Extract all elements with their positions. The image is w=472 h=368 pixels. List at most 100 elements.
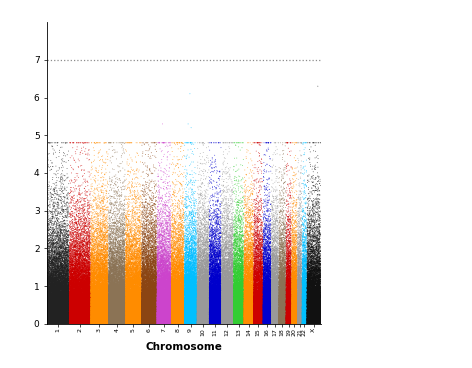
Point <box>101 264 108 270</box>
Point <box>121 277 129 283</box>
Point <box>206 290 213 296</box>
Point <box>116 251 123 257</box>
Point <box>224 318 232 324</box>
Point <box>284 313 291 319</box>
Point <box>64 316 72 322</box>
Point <box>107 290 115 296</box>
Point <box>54 314 61 319</box>
Point <box>83 309 91 315</box>
Point <box>180 301 187 307</box>
Point <box>58 258 66 263</box>
Point <box>103 307 110 313</box>
Point <box>126 312 134 318</box>
Point <box>262 315 270 321</box>
Point <box>85 315 93 321</box>
Point <box>289 304 297 309</box>
Point <box>79 311 87 317</box>
Point <box>249 316 256 322</box>
Point <box>298 304 305 310</box>
Point <box>55 290 63 296</box>
Point <box>165 270 172 276</box>
Point <box>215 309 222 315</box>
Point <box>271 314 279 319</box>
Point <box>129 309 137 315</box>
Point <box>157 282 164 287</box>
Point <box>201 281 209 287</box>
Point <box>223 267 230 273</box>
Point <box>249 263 256 269</box>
Point <box>287 302 295 308</box>
Point <box>192 283 200 289</box>
Point <box>151 319 159 325</box>
Point <box>44 309 52 315</box>
Point <box>315 302 322 308</box>
Point <box>213 314 221 319</box>
Point <box>274 316 282 322</box>
Point <box>294 305 302 311</box>
Point <box>292 290 299 296</box>
Point <box>136 311 144 317</box>
Point <box>159 316 167 322</box>
Point <box>302 291 309 297</box>
Point <box>259 300 266 306</box>
Point <box>102 287 110 293</box>
Point <box>271 313 278 319</box>
Point <box>201 305 209 311</box>
Point <box>254 314 261 319</box>
Point <box>263 320 271 326</box>
Point <box>103 312 110 318</box>
Point <box>123 296 130 302</box>
Point <box>185 318 192 324</box>
Point <box>232 278 239 284</box>
Point <box>253 318 261 324</box>
Point <box>84 267 92 273</box>
Point <box>257 308 265 314</box>
Point <box>162 296 169 302</box>
Point <box>266 302 273 308</box>
Point <box>135 181 143 187</box>
Point <box>305 311 312 316</box>
Point <box>152 317 160 323</box>
Point <box>176 242 183 248</box>
Point <box>216 307 223 313</box>
Point <box>271 316 278 322</box>
Point <box>117 250 124 256</box>
Point <box>119 292 126 298</box>
Point <box>147 316 154 322</box>
Point <box>257 251 265 256</box>
Point <box>294 315 302 321</box>
Point <box>80 225 88 231</box>
Point <box>108 320 116 326</box>
Point <box>49 319 56 325</box>
Point <box>127 308 135 314</box>
Point <box>195 274 202 280</box>
Point <box>78 303 86 309</box>
Point <box>316 317 324 323</box>
Point <box>198 318 206 324</box>
Point <box>128 319 136 325</box>
Point <box>237 276 245 282</box>
Point <box>286 314 294 319</box>
Point <box>200 271 208 277</box>
Point <box>47 287 55 293</box>
Point <box>246 184 254 190</box>
Point <box>253 312 260 318</box>
Point <box>209 299 217 305</box>
Point <box>154 273 162 279</box>
Point <box>110 314 118 320</box>
Point <box>285 308 292 314</box>
Point <box>273 230 280 236</box>
Point <box>90 198 98 204</box>
Point <box>270 294 278 300</box>
Point <box>235 300 242 305</box>
Point <box>297 308 304 314</box>
Point <box>198 291 205 297</box>
Point <box>249 293 257 298</box>
Point <box>199 320 207 326</box>
Point <box>264 314 272 319</box>
Point <box>274 317 282 323</box>
Point <box>170 273 178 279</box>
Point <box>270 279 278 285</box>
Point <box>51 296 59 302</box>
Point <box>49 311 57 317</box>
